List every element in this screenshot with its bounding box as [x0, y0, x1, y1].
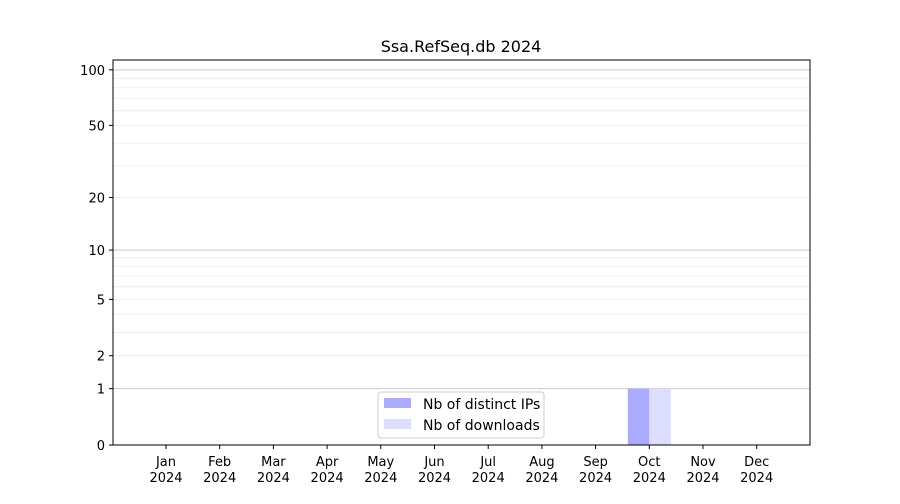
y-tick-label: 100 [80, 64, 105, 79]
y-tick-label: 0 [97, 439, 105, 454]
bar-downloads [649, 388, 671, 445]
x-tick-label: Jul 2024 [472, 455, 505, 486]
y-tick-label: 1 [97, 383, 105, 398]
y-tick-label: 20 [88, 192, 105, 207]
x-tick-label: Nov 2024 [686, 455, 719, 486]
x-tick-label: Aug 2024 [525, 455, 558, 486]
y-tick-label: 10 [88, 244, 105, 259]
x-tick-label: Feb 2024 [203, 455, 236, 486]
x-tick-label: May 2024 [364, 455, 397, 486]
x-axis: Jan 2024 Feb 2024 Mar 2024 Apr 2024 May 2024 Jun 20… [149, 445, 773, 486]
plot-frame [112, 59, 811, 446]
legend-label-distinct-ips: Nb of distinct IPs [423, 397, 540, 413]
legend-box [377, 391, 545, 439]
bar-distinct-ips [627, 388, 650, 445]
legend-swatch-downloads [384, 419, 411, 429]
chart-title: Ssa.RefSeq.db 2024 [381, 37, 542, 56]
x-tick-label: Mar 2024 [257, 455, 290, 486]
legend-swatch-distinct-ips [384, 398, 411, 408]
x-tick-label: Jun 2024 [418, 455, 451, 486]
legend: Nb of distinct IPs Nb of downloads [377, 391, 545, 439]
y-axis: 0 1 2 5 10 20 50 100 [80, 64, 113, 454]
x-tick-label: Dec 2024 [740, 455, 773, 486]
grid [113, 69, 810, 390]
x-tick-label: Jan 2024 [149, 455, 182, 486]
legend-label-downloads: Nb of downloads [423, 418, 540, 434]
y-tick-label: 5 [97, 293, 105, 308]
y-tick-label: 2 [97, 350, 105, 365]
x-tick-label: Sep 2024 [579, 455, 612, 486]
x-tick-label: Oct 2024 [633, 455, 666, 486]
x-tick-label: Apr 2024 [311, 455, 344, 486]
bars [627, 388, 671, 445]
y-tick-label: 50 [88, 119, 105, 134]
